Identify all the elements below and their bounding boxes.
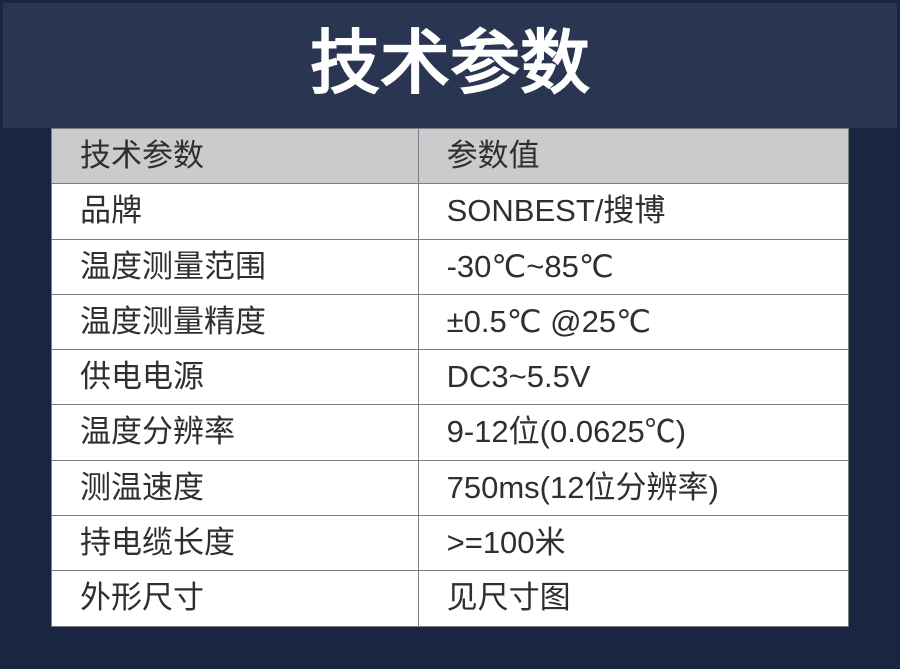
col-header-param: 技术参数 — [52, 129, 419, 184]
title-bar: 技术参数 — [3, 3, 897, 128]
table-container: 技术参数 参数值 品牌SONBEST/搜博 温度测量范围-30℃~85℃ 温度测… — [3, 128, 897, 669]
param-cell: 温度测量范围 — [52, 239, 419, 294]
value-cell: -30℃~85℃ — [418, 239, 848, 294]
title-text: 技术参数 — [310, 24, 590, 102]
spec-card: 技术参数 技术参数 参数值 品牌SONBEST/搜博 温度测量范围-30℃~85… — [0, 0, 900, 669]
param-cell: 持电缆长度 — [52, 516, 419, 571]
param-cell: 温度测量精度 — [52, 294, 419, 349]
table-row: 供电电源DC3~5.5V — [52, 350, 849, 405]
table-row: 外形尺寸见尺寸图 — [52, 571, 849, 626]
value-cell: 9-12位(0.0625℃) — [418, 405, 848, 460]
table-row: 测温速度750ms(12位分辨率) — [52, 460, 849, 515]
param-cell: 品牌 — [52, 184, 419, 239]
param-cell: 供电电源 — [52, 350, 419, 405]
table-row: 温度测量范围-30℃~85℃ — [52, 239, 849, 294]
value-cell: 见尺寸图 — [418, 571, 848, 626]
table-row: 持电缆长度>=100米 — [52, 516, 849, 571]
value-cell: 750ms(12位分辨率) — [418, 460, 848, 515]
table-row: 温度测量精度±0.5℃ @25℃ — [52, 294, 849, 349]
value-cell: DC3~5.5V — [418, 350, 848, 405]
table-row: 品牌SONBEST/搜博 — [52, 184, 849, 239]
value-cell: >=100米 — [418, 516, 848, 571]
table-body: 品牌SONBEST/搜博 温度测量范围-30℃~85℃ 温度测量精度±0.5℃ … — [52, 184, 849, 626]
table-header-row: 技术参数 参数值 — [52, 129, 849, 184]
spec-table: 技术参数 参数值 品牌SONBEST/搜博 温度测量范围-30℃~85℃ 温度测… — [51, 128, 849, 627]
param-cell: 测温速度 — [52, 460, 419, 515]
col-header-value: 参数值 — [418, 129, 848, 184]
param-cell: 温度分辨率 — [52, 405, 419, 460]
table-row: 温度分辨率9-12位(0.0625℃) — [52, 405, 849, 460]
param-cell: 外形尺寸 — [52, 571, 419, 626]
value-cell: ±0.5℃ @25℃ — [418, 294, 848, 349]
value-cell: SONBEST/搜博 — [418, 184, 848, 239]
